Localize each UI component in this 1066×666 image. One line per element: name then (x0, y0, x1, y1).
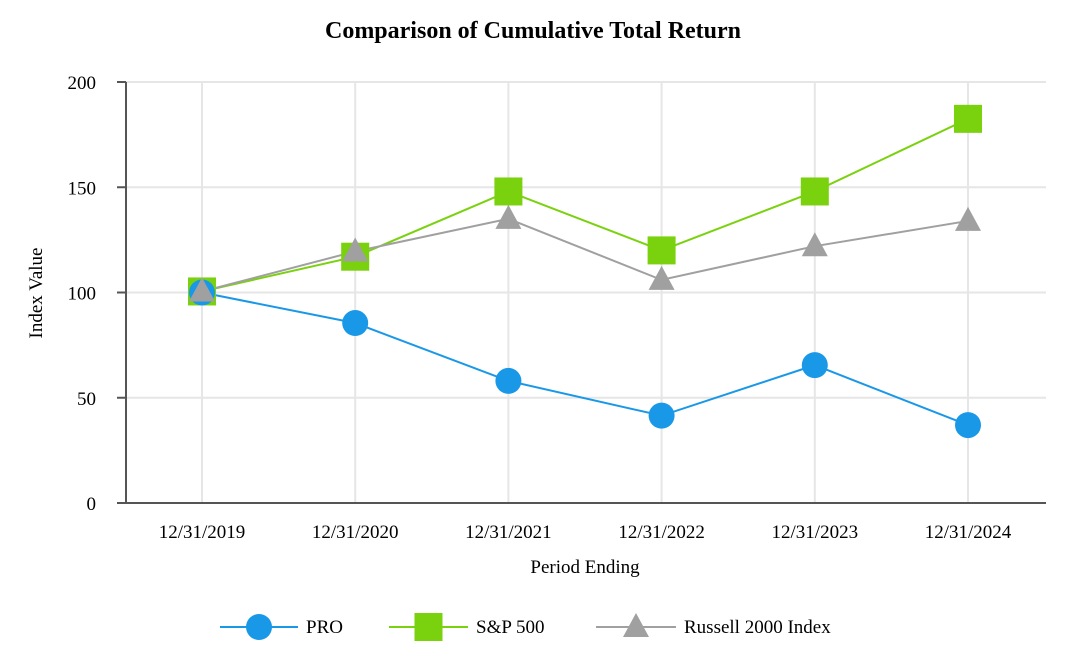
data-point-1-3 (647, 236, 676, 265)
chart-title: Comparison of Cumulative Total Return (325, 18, 741, 44)
legend-marker (623, 613, 649, 637)
legend-label: Russell 2000 Index (684, 617, 831, 638)
axes-layer: 0 50 100 150 200 12/31/2019 12/31/2020 12/31/20… (68, 73, 1046, 543)
legend: PRO S&P 500 Russell 2000 Index (220, 613, 831, 641)
legend-item: PRO (220, 614, 343, 640)
data-point-1-4 (800, 177, 829, 206)
y-tick-label: 150 (68, 178, 97, 199)
data-point-2-0 (189, 277, 215, 302)
y-tick-label: 50 (77, 389, 96, 410)
data-point-1-2 (494, 177, 523, 206)
series-layer (188, 104, 982, 439)
data-point-0-4 (801, 352, 828, 379)
data-point-0-1 (342, 310, 369, 337)
grid-layer (126, 81, 1046, 503)
y-tick-label: 100 (68, 284, 97, 305)
x-tick-label: 12/31/2024 (925, 522, 1012, 543)
x-tick-label: 12/31/2020 (312, 522, 399, 543)
data-point-2-2 (495, 204, 522, 229)
data-point-0-2 (495, 367, 522, 394)
legend-item: S&P 500 (389, 613, 544, 641)
data-point-2-5 (955, 206, 981, 231)
data-point-2-4 (801, 232, 828, 257)
legend-label: S&P 500 (476, 617, 544, 638)
x-tick-label: 12/31/2019 (159, 522, 246, 543)
series-line-0 (201, 291, 969, 427)
data-point-1-5 (954, 104, 982, 133)
x-axis-label: Period Ending (530, 557, 640, 578)
data-point-0-3 (648, 402, 675, 429)
series-line-2 (201, 217, 969, 293)
data-point-2-3 (648, 265, 675, 290)
y-tick-label: 0 (87, 494, 97, 515)
series-line-1 (201, 117, 969, 293)
y-axis-label: Index Value (26, 248, 47, 339)
y-tick-label: 200 (68, 73, 97, 94)
data-point-0-5 (955, 412, 981, 439)
data-point-2-1 (342, 237, 369, 262)
x-tick-label: 12/31/2021 (465, 522, 552, 543)
x-tick-label: 12/31/2022 (618, 522, 705, 543)
x-tick-label: 12/31/2023 (772, 522, 859, 543)
legend-marker (246, 614, 272, 640)
legend-item: Russell 2000 Index (596, 613, 831, 638)
legend-marker (414, 613, 443, 641)
legend-label: PRO (306, 617, 343, 638)
